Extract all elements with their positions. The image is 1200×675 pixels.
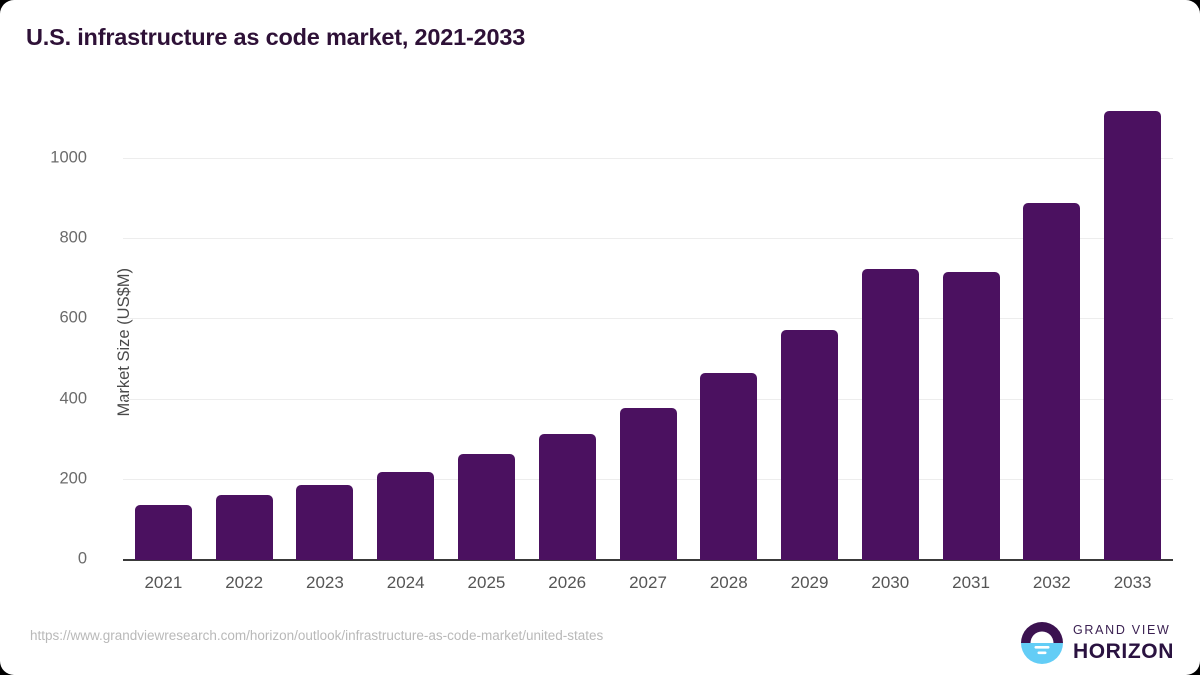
brand-name-line2: HORIZON (1072, 639, 1174, 663)
x-axis-tick: 2027 (629, 573, 667, 592)
bar[interactable] (619, 408, 677, 560)
y-axis-tick: 200 (59, 469, 87, 488)
page-title: U.S. infrastructure as code market, 2021… (26, 24, 526, 50)
bar-group[interactable]: 2023 (296, 101, 354, 592)
x-axis-tick: 2028 (709, 573, 748, 592)
bar-group[interactable]: 2032 (1023, 101, 1081, 592)
brand-logo: GRAND VIEW HORIZON (1020, 618, 1174, 668)
brand-logo-text: GRAND VIEW HORIZON (1073, 624, 1174, 662)
x-axis-tick: 2026 (548, 573, 587, 592)
gridline (123, 398, 1173, 400)
x-axis-tick: 2024 (386, 573, 425, 592)
y-axis-tick: 800 (59, 228, 87, 247)
bar-group[interactable]: 2027 (619, 101, 677, 592)
y-axis-tick: 600 (59, 308, 87, 327)
x-axis-tick: 2023 (306, 573, 344, 592)
x-axis-tick: 2021 (144, 573, 183, 592)
source-url[interactable]: https://www.grandviewresearch.com/horizo… (30, 628, 604, 643)
bar-group[interactable]: 2024 (377, 101, 435, 592)
bar[interactable] (538, 434, 596, 560)
x-axis-tick: 2033 (1113, 573, 1152, 592)
bar[interactable] (377, 472, 435, 560)
bar[interactable] (1023, 203, 1081, 560)
y-axis-tick: 1000 (50, 148, 87, 167)
bar[interactable] (861, 268, 919, 560)
plot-area: Market Size (US$M) 2021 2022 2023 2024 2025 2… (50, 100, 1173, 592)
bar-group[interactable]: 2025 (457, 101, 515, 592)
y-axis-tick: 0 (77, 549, 87, 568)
bar-group[interactable]: 2026 (538, 101, 596, 592)
x-axis-tick: 2029 (790, 573, 829, 592)
bar[interactable] (700, 373, 758, 560)
bar-group[interactable]: 2030 (861, 101, 919, 592)
bar[interactable] (1104, 110, 1162, 560)
bar-group[interactable]: 2033 (1104, 101, 1162, 592)
bar[interactable] (457, 454, 515, 560)
horizon-circle-icon (1020, 622, 1063, 664)
bar[interactable] (781, 329, 839, 560)
gridline (123, 238, 1173, 240)
bar[interactable] (134, 505, 192, 560)
x-axis-tick: 2022 (225, 573, 264, 592)
y-axis-tick: 400 (59, 389, 87, 408)
gridline (123, 158, 1173, 159)
x-axis-tick: 2031 (952, 573, 990, 592)
x-axis-tick: 2032 (1032, 573, 1071, 592)
bar-group[interactable]: 2021 (134, 101, 192, 592)
bar-group[interactable]: 2029 (781, 101, 839, 592)
bar[interactable] (942, 272, 1000, 560)
bar[interactable] (296, 485, 354, 560)
bar-group[interactable]: 2022 (215, 101, 273, 592)
x-axis-tick: 2030 (871, 573, 910, 592)
y-axis-title: Market Size (US$M) (115, 268, 133, 417)
gridline (123, 318, 1173, 320)
brand-name-line1: GRAND VIEW (1072, 623, 1171, 638)
bar-group[interactable]: 2028 (700, 101, 758, 592)
bar[interactable] (215, 495, 273, 560)
x-axis-tick: 2025 (467, 573, 506, 592)
bar-group[interactable]: 2031 (942, 101, 1000, 592)
